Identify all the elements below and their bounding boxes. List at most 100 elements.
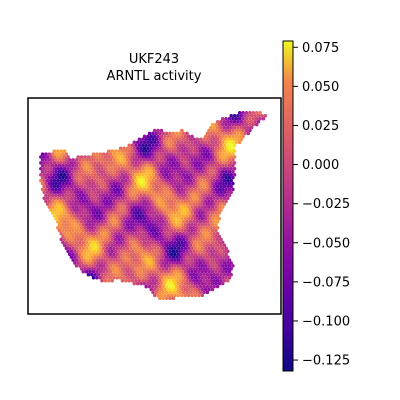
- tissue-spot: [113, 267, 118, 271]
- tissue-spot: [112, 270, 116, 274]
- tissue-spot: [69, 243, 74, 248]
- tissue-spot: [192, 178, 196, 183]
- tissue-spot: [49, 190, 53, 195]
- tissue-spot: [144, 196, 148, 200]
- tissue-spot: [74, 158, 79, 162]
- tissue-spot: [64, 199, 69, 203]
- tissue-spot: [185, 167, 189, 171]
- tissue-spot: [141, 190, 145, 195]
- tissue-spot: [200, 281, 205, 286]
- tissue-spot: [161, 220, 165, 224]
- tissue-spot: [175, 178, 179, 183]
- tissue-spot: [176, 134, 181, 139]
- tissue-spot: [168, 296, 172, 301]
- tissue-spot: [101, 187, 106, 192]
- tissue-spot: [231, 187, 235, 192]
- tissue-spot: [169, 181, 174, 186]
- tissue-spot: [156, 187, 160, 192]
- tissue-spot: [180, 293, 184, 298]
- tissue-spot: [73, 184, 77, 189]
- tissue-spot: [176, 205, 181, 209]
- tissue-spot: [44, 187, 48, 192]
- tissue-spot: [93, 249, 97, 253]
- tissue-spot: [81, 228, 86, 233]
- tissue-spot: [197, 140, 201, 145]
- tissue-spot: [96, 237, 101, 242]
- tissue-spot: [241, 116, 245, 121]
- tissue-spot: [76, 161, 80, 165]
- tissue-spot: [130, 267, 135, 271]
- tissue-spot: [93, 273, 97, 277]
- tissue-spot: [219, 267, 223, 271]
- tissue-spot: [205, 255, 210, 259]
- tissue-spot: [40, 181, 45, 186]
- tissue-spot: [180, 264, 184, 268]
- tissue-spot: [214, 252, 218, 256]
- tissue-spot: [134, 273, 138, 277]
- tissue-spot: [188, 249, 193, 253]
- tissue-spot: [88, 252, 92, 256]
- tissue-spot: [96, 190, 101, 195]
- tissue-spot: [101, 264, 106, 268]
- tissue-spot: [220, 181, 225, 186]
- tissue-spot: [246, 131, 250, 136]
- tissue-spot: [105, 240, 109, 245]
- tissue-spot: [96, 161, 101, 165]
- tissue-spot: [224, 252, 228, 256]
- tissue-spot: [180, 211, 184, 215]
- tissue-spot: [59, 196, 63, 200]
- tissue-spot: [152, 140, 157, 145]
- tissue-spot: [183, 281, 188, 286]
- tissue-spot: [163, 293, 167, 298]
- tissue-spot: [151, 237, 155, 242]
- tissue-spot: [200, 211, 205, 215]
- tissue-spot: [71, 222, 75, 227]
- tissue-spot: [81, 187, 86, 192]
- tissue-spot: [54, 199, 58, 203]
- tissue-spot: [144, 167, 148, 171]
- tissue-spot: [61, 211, 65, 215]
- tissue-spot: [178, 149, 182, 153]
- tissue-spot: [161, 202, 165, 206]
- tissue-spot: [129, 205, 133, 209]
- tissue-spot: [122, 169, 126, 174]
- tissue-spot: [67, 217, 72, 221]
- tissue-spot: [52, 155, 57, 159]
- tissue-spot: [210, 158, 215, 162]
- tissue-spot: [227, 275, 232, 280]
- tissue-spot: [168, 290, 172, 295]
- tissue-spot: [158, 255, 162, 259]
- tissue-spot: [103, 243, 108, 248]
- tissue-spot: [144, 178, 148, 183]
- tissue-spot: [146, 234, 150, 239]
- tissue-spot: [107, 149, 111, 153]
- tissue-spot: [113, 249, 118, 253]
- tissue-spot: [214, 134, 218, 139]
- tissue-spot: [214, 140, 218, 145]
- tissue-spot: [203, 205, 208, 209]
- tissue-spot: [159, 258, 164, 262]
- tissue-spot: [185, 178, 189, 183]
- tissue-spot: [210, 258, 215, 262]
- tissue-spot: [161, 131, 165, 136]
- tissue-spot: [226, 249, 230, 253]
- tissue-spot: [224, 258, 228, 262]
- tissue-spot: [200, 228, 205, 233]
- tissue-spot: [122, 252, 126, 256]
- tissue-spot: [146, 152, 150, 156]
- tissue-spot: [122, 240, 126, 245]
- tissue-spot: [251, 122, 256, 127]
- tissue-spot: [169, 169, 174, 174]
- tissue-spot: [90, 237, 94, 242]
- tissue-spot: [181, 267, 186, 271]
- tissue-spot: [112, 264, 116, 268]
- tissue-spot: [190, 193, 194, 198]
- tissue-spot: [195, 172, 199, 177]
- tissue-spot: [73, 190, 77, 195]
- tissue-spot: [171, 172, 176, 177]
- tissue-spot: [224, 270, 228, 274]
- tissue-spot: [142, 140, 147, 145]
- tissue-spot: [151, 208, 155, 212]
- tissue-spot: [159, 193, 164, 198]
